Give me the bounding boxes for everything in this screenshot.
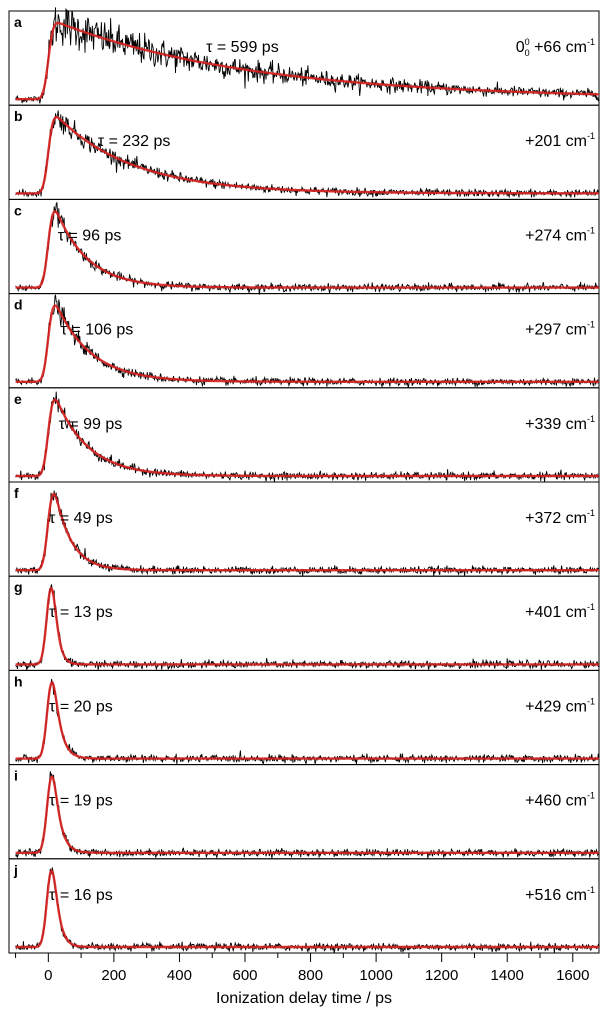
- data-trace-g: [15, 583, 600, 671]
- panel-letter-d: d: [14, 297, 23, 313]
- tau-label-b: τ = 232 ps: [98, 133, 171, 150]
- panel-letter-h: h: [14, 673, 23, 689]
- panel-letter-g: g: [14, 579, 23, 595]
- tau-label-h: τ = 20 ps: [49, 698, 113, 715]
- tau-label-i: τ = 19 ps: [49, 793, 113, 810]
- fit-curve-b: [15, 116, 599, 195]
- panel-letter-j: j: [13, 862, 18, 878]
- panel-e: e τ = 99 ps +339 cm-1: [8, 387, 600, 483]
- energy-label-i: +460 cm-1: [525, 791, 595, 810]
- fit-curve-g: [15, 586, 599, 666]
- panel-frame: [8, 387, 600, 483]
- panel-frame: [8, 293, 600, 389]
- energy-label-j: +516 cm-1: [525, 885, 595, 904]
- fit-curve-f: [15, 492, 599, 572]
- panel-letter-c: c: [14, 202, 22, 218]
- data-trace-h: [15, 678, 600, 765]
- panel-g: g τ = 13 ps +401 cm-1: [8, 575, 600, 671]
- tau-label-a: τ = 599 ps: [206, 39, 279, 56]
- x-tick-label: 1000: [359, 967, 392, 984]
- data-trace-a: [15, 7, 600, 104]
- x-axis: 0 200 400 600 800 1000 1200 1400 1600 Ionization …: [15, 953, 589, 1007]
- energy-label-c: +274 cm-1: [525, 225, 595, 244]
- fit-curve-j: [15, 869, 599, 949]
- tau-label-d: τ = 106 ps: [61, 322, 134, 339]
- fit-curve-e: [15, 398, 599, 478]
- fit-curve-i: [15, 775, 599, 854]
- fit-curve-h: [15, 681, 599, 760]
- tau-label-c: τ = 96 ps: [58, 227, 122, 244]
- tau-label-f: τ = 49 ps: [49, 510, 113, 527]
- panel-frame: [8, 481, 600, 577]
- tau-label-e: τ = 99 ps: [59, 416, 123, 433]
- panel-frame: [8, 198, 600, 295]
- x-tick-label: 1400: [491, 967, 524, 984]
- data-trace-j: [15, 867, 600, 954]
- data-trace-c: [15, 201, 600, 295]
- energy-label-a: 00 0 +66 cm-1: [516, 37, 595, 58]
- fit-curve-c: [15, 210, 599, 289]
- x-tick-label: 400: [167, 967, 192, 984]
- x-tick-label: 1600: [556, 967, 589, 984]
- tau-label-j: τ = 16 ps: [49, 887, 113, 904]
- tau-label-g: τ = 13 ps: [49, 604, 113, 621]
- panel-frame: [8, 858, 600, 954]
- fit-curve-d: [15, 304, 599, 383]
- energy-label-e: +339 cm-1: [525, 414, 595, 433]
- panel-letter-b: b: [14, 108, 23, 124]
- panel-a: a τ = 599 ps 00 0 +66 cm-1: [8, 7, 600, 106]
- fit-curve-a: [15, 21, 599, 101]
- x-tick-label: 0: [44, 967, 52, 984]
- panel-d: d τ = 106 ps +297 cm-1: [8, 293, 600, 389]
- panel-f: f τ = 49 ps +372 cm-1: [8, 481, 600, 577]
- panel-j: j τ = 16 ps +516 cm-1: [8, 858, 600, 954]
- panel-letter-i: i: [14, 768, 18, 784]
- x-tick-label: 800: [298, 967, 323, 984]
- x-tick-label: 200: [101, 967, 126, 984]
- panel-b: b τ = 232 ps +201 cm-1: [8, 104, 600, 200]
- panel-letter-e: e: [14, 391, 22, 407]
- panel-frame: [8, 764, 600, 860]
- panel-h: h τ = 20 ps +429 cm-1: [8, 669, 600, 766]
- panel-frame: [8, 575, 600, 671]
- energy-label-d: +297 cm-1: [525, 320, 595, 339]
- panel-i: i τ = 19 ps +460 cm-1: [8, 764, 600, 860]
- energy-label-h: +429 cm-1: [525, 696, 595, 715]
- panel-frame: [8, 669, 600, 766]
- panel-c: c τ = 96 ps +274 cm-1: [8, 198, 600, 295]
- panel-letter-a: a: [14, 14, 22, 30]
- data-trace-e: [15, 391, 600, 482]
- data-trace-f: [15, 490, 600, 577]
- energy-label-f: +372 cm-1: [525, 508, 595, 527]
- x-axis-title: Ionization delay time / ps: [216, 990, 392, 1007]
- panel-frame: [8, 104, 600, 200]
- energy-label-b: +201 cm-1: [525, 131, 595, 150]
- x-tick-label: 1200: [425, 967, 458, 984]
- data-trace-b: [15, 110, 600, 199]
- data-trace-i: [15, 771, 600, 860]
- data-trace-d: [15, 294, 600, 389]
- energy-label-g: +401 cm-1: [525, 602, 595, 621]
- x-tick-label: 600: [232, 967, 257, 984]
- panel-letter-f: f: [14, 485, 19, 501]
